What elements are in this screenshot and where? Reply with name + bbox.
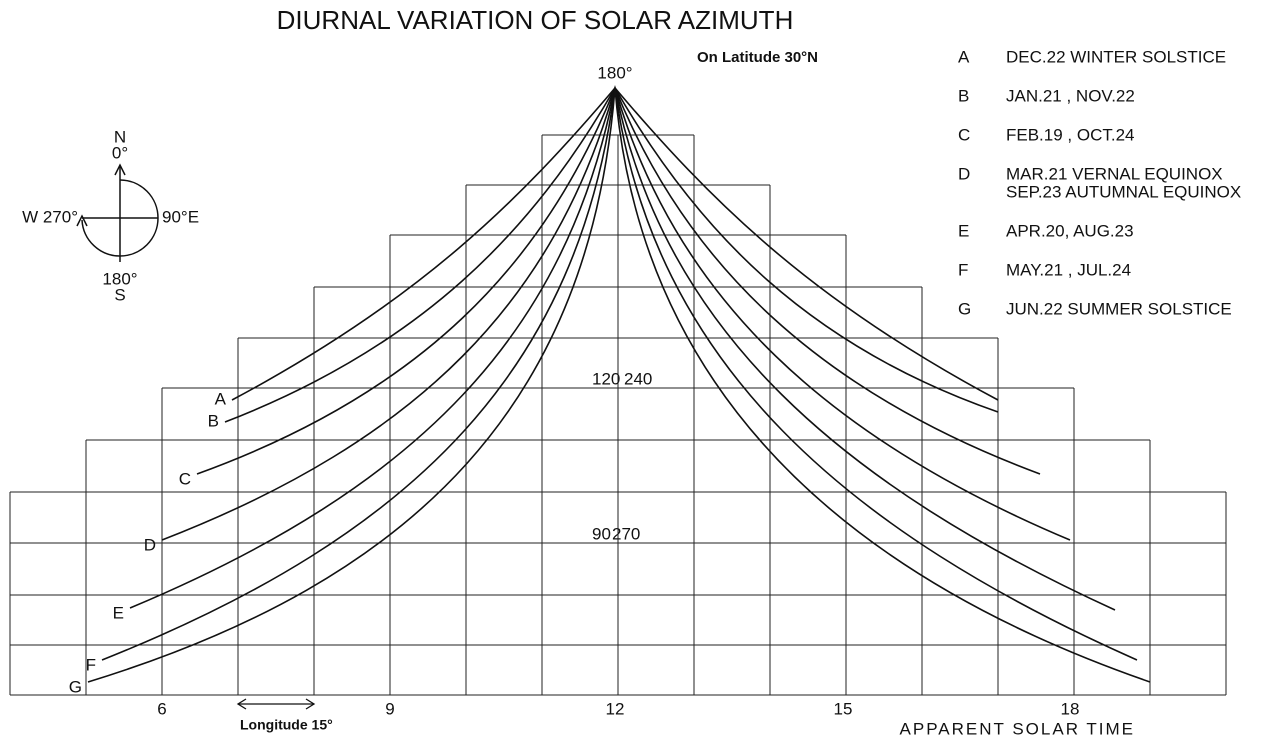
curve-label: F <box>86 655 96 674</box>
compass-label: S <box>114 285 125 304</box>
x-axis-title: APPARENT SOLAR TIME <box>900 719 1135 738</box>
legend-letter: G <box>958 299 971 318</box>
legend-letter: E <box>958 221 969 240</box>
hour-label: 18 <box>1061 699 1080 718</box>
legend-text: DEC.22 WINTER SOLSTICE <box>1006 47 1226 66</box>
curve-label: D <box>144 535 156 554</box>
grid <box>9 134 1227 696</box>
curve-label: E <box>113 603 124 622</box>
curve-label: G <box>69 677 82 696</box>
legend-text: MAR.21 VERNAL EQUINOX <box>1006 164 1223 183</box>
legend-letter: C <box>958 125 970 144</box>
azimuth-label: 120 <box>592 369 620 388</box>
apex-label: 180° <box>597 63 632 82</box>
curve-label: A <box>215 389 227 408</box>
curve-label: C <box>179 469 191 488</box>
azimuth-curve <box>87 87 1151 683</box>
azimuth-label: 90 <box>592 524 611 543</box>
legend-text: SEP.23 AUTUMNAL EQUINOX <box>1006 182 1241 201</box>
azimuth-label: 270 <box>612 524 640 543</box>
scale-note: Longitude 15° <box>240 717 333 733</box>
legend-letter: B <box>958 86 969 105</box>
hour-label: 12 <box>606 699 625 718</box>
compass-label: 0° <box>112 143 128 162</box>
hour-label: 9 <box>385 699 394 718</box>
legend-text: JAN.21 , NOV.22 <box>1006 86 1135 105</box>
subtitle: On Latitude 30°N <box>697 49 818 66</box>
azimuth-curve <box>161 85 1071 541</box>
legend-text: JUN.22 SUMMER SOLSTICE <box>1006 299 1232 318</box>
azimuth-label: 240 <box>624 369 652 388</box>
legend: A DEC.22 WINTER SOLSTICE B JAN.21 , NOV.22 C… <box>958 47 1241 318</box>
title: DIURNAL VARIATION OF SOLAR AZIMUTH <box>277 5 794 35</box>
hour-label: 15 <box>834 699 853 718</box>
legend-letter: D <box>958 164 970 183</box>
compass-label: N <box>114 127 126 146</box>
legend-letter: F <box>958 260 968 279</box>
legend-text: APR.20, AUG.23 <box>1006 221 1134 240</box>
hour-label: 6 <box>157 699 166 718</box>
compass-label: 180° <box>102 269 137 288</box>
legend-text: MAY.21 , JUL.24 <box>1006 260 1131 279</box>
legend-text: FEB.19 , OCT.24 <box>1006 125 1135 144</box>
scale-arrow <box>236 698 316 710</box>
compass <box>76 163 159 262</box>
compass-label: W 270° <box>22 207 78 226</box>
curve-label: B <box>208 411 219 430</box>
legend-letter: A <box>958 47 970 66</box>
compass-label: 90°E <box>162 207 199 226</box>
